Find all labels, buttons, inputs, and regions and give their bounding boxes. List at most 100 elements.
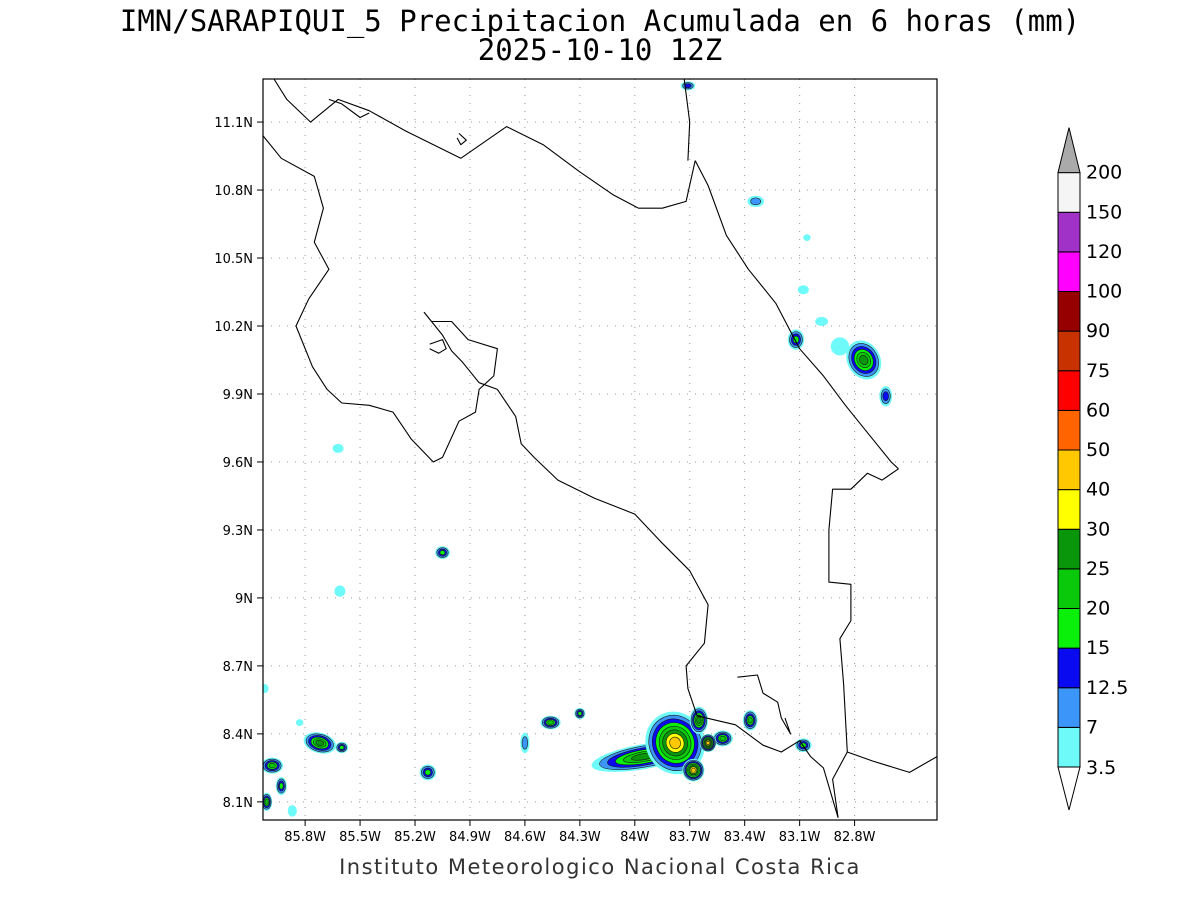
- colorbar-label: 40: [1086, 479, 1110, 501]
- colorbar-swatch: [1057, 489, 1081, 530]
- tick-label-lat: 8.7N: [223, 660, 253, 675]
- coastline-lake-island: [456, 132, 467, 146]
- colorbar-swatch: [1057, 528, 1081, 570]
- colorbar-swatch: [1057, 647, 1081, 689]
- colorbar-label: 3.5: [1086, 757, 1116, 779]
- precip-contour: [332, 443, 344, 453]
- precip-cell: [680, 81, 696, 91]
- coastline-nicaragua-coast: [683, 79, 691, 161]
- colorbar-swatch: [1057, 409, 1081, 451]
- precip-cell: [332, 443, 344, 453]
- precip-contour: [263, 684, 269, 694]
- coastline-golfo-dulce: [737, 674, 792, 735]
- precip-cell: [797, 285, 809, 295]
- tick-label-lon: 83.1W: [779, 830, 821, 845]
- precip-contour: [747, 717, 753, 724]
- precip-contour: [719, 735, 726, 741]
- tick-label-lat: 9.3N: [223, 524, 253, 539]
- precip-cell: [263, 757, 284, 774]
- tick-label-lat: 8.1N: [223, 796, 253, 811]
- tick-label-lon: 83.7W: [669, 830, 711, 845]
- tick-label-lat: 8.4N: [223, 728, 253, 743]
- colorbar-label: 7: [1086, 716, 1098, 738]
- precip-contour: [750, 197, 762, 206]
- precip-cell: [645, 711, 705, 775]
- precip-cell: [540, 715, 561, 730]
- precip-contour: [334, 585, 346, 597]
- precip-contour: [339, 745, 345, 750]
- precip-contour: [882, 391, 889, 402]
- colorbar-swatch: [1057, 291, 1081, 332]
- precip-contour: [815, 316, 829, 326]
- precip-contour: [696, 716, 702, 724]
- colorbar-swatch: [1057, 251, 1081, 292]
- precip-contour: [859, 354, 869, 366]
- precip-contour: [691, 767, 696, 773]
- precip-contour: [577, 711, 583, 716]
- coastline-pacific-coast: [263, 135, 839, 818]
- colorbar-label: 12.5: [1086, 677, 1128, 699]
- precip-contour: [287, 805, 297, 817]
- tick-label-lon: 84W: [620, 830, 650, 845]
- precip-cell: [830, 337, 850, 356]
- colorbar-label: 30: [1086, 518, 1110, 540]
- colorbar-label: 75: [1086, 360, 1110, 382]
- precip-cell: [712, 730, 733, 747]
- precip-cell: [520, 732, 530, 754]
- precip-contour: [792, 335, 800, 344]
- colorbar-swatch: [1057, 568, 1081, 609]
- coastline-caribbean-coast: [694, 160, 899, 470]
- precip-contour: [669, 736, 681, 750]
- colorbar-label: 150: [1086, 201, 1122, 223]
- tick-label-lon: 84.3W: [559, 830, 601, 845]
- coastline-nicaragua-border: [273, 79, 696, 209]
- precip-cell: [879, 386, 893, 407]
- precip-contour: [797, 285, 809, 295]
- colorbar-swatch: [1057, 211, 1081, 253]
- precip-contour: [439, 550, 446, 556]
- tick-label-lat: 10.5N: [214, 252, 253, 267]
- colorbar-swatch: [1057, 687, 1081, 728]
- precip-cell: [699, 733, 717, 753]
- precip-cell: [803, 234, 811, 242]
- tick-label-lon: 85.2W: [394, 830, 436, 845]
- precip-contour: [295, 719, 304, 726]
- precip-contour: [830, 337, 850, 356]
- tick-label-lon: 85.5W: [339, 830, 381, 845]
- precip-contour: [279, 782, 284, 790]
- precip-contour: [315, 740, 324, 746]
- coastline-chira-island: [429, 339, 447, 354]
- colorbar-label: 20: [1086, 598, 1110, 620]
- tick-label-lat: 9.6N: [223, 456, 253, 471]
- precip-cell: [742, 710, 758, 731]
- precip-cell: [287, 805, 297, 817]
- precip-cell: [263, 684, 269, 694]
- precip-contour: [803, 234, 811, 242]
- tick-label-lon: 85.8W: [284, 830, 326, 845]
- colorbar-label: 120: [1086, 241, 1122, 263]
- precip-contour: [268, 763, 276, 769]
- colorbar-label: 50: [1086, 439, 1110, 461]
- precip-cell: [275, 776, 287, 796]
- tick-label-lon: 84.9W: [449, 830, 491, 845]
- precip-contour: [264, 798, 269, 805]
- precip-cell: [295, 719, 304, 726]
- grid-lines: [263, 79, 937, 820]
- credit-text: Instituto Meteorologico Nacional Costa R…: [339, 855, 861, 879]
- coastline-panama-border: [828, 468, 899, 818]
- precip-cell: [303, 732, 336, 754]
- tick-label-lat: 11.1N: [214, 116, 253, 131]
- colorbar-swatch: [1057, 370, 1081, 411]
- tick-label-lat: 9N: [235, 592, 253, 607]
- precip-cell: [682, 758, 705, 782]
- tick-label-lat: 10.8N: [214, 184, 253, 199]
- precip-cell: [815, 316, 829, 326]
- precip-cell: [689, 706, 709, 734]
- chart-title: IMN/SARAPIQUI_5 Precipitacion Acumulada …: [119, 4, 1081, 38]
- colorbar-swatch: [1057, 726, 1081, 768]
- precip-cell: [846, 340, 882, 380]
- tick-label-lon: 82.8W: [834, 830, 876, 845]
- precip-contour: [521, 736, 529, 750]
- colorbar-label: 15: [1086, 637, 1110, 659]
- colorbar-over-arrow: [1057, 127, 1081, 174]
